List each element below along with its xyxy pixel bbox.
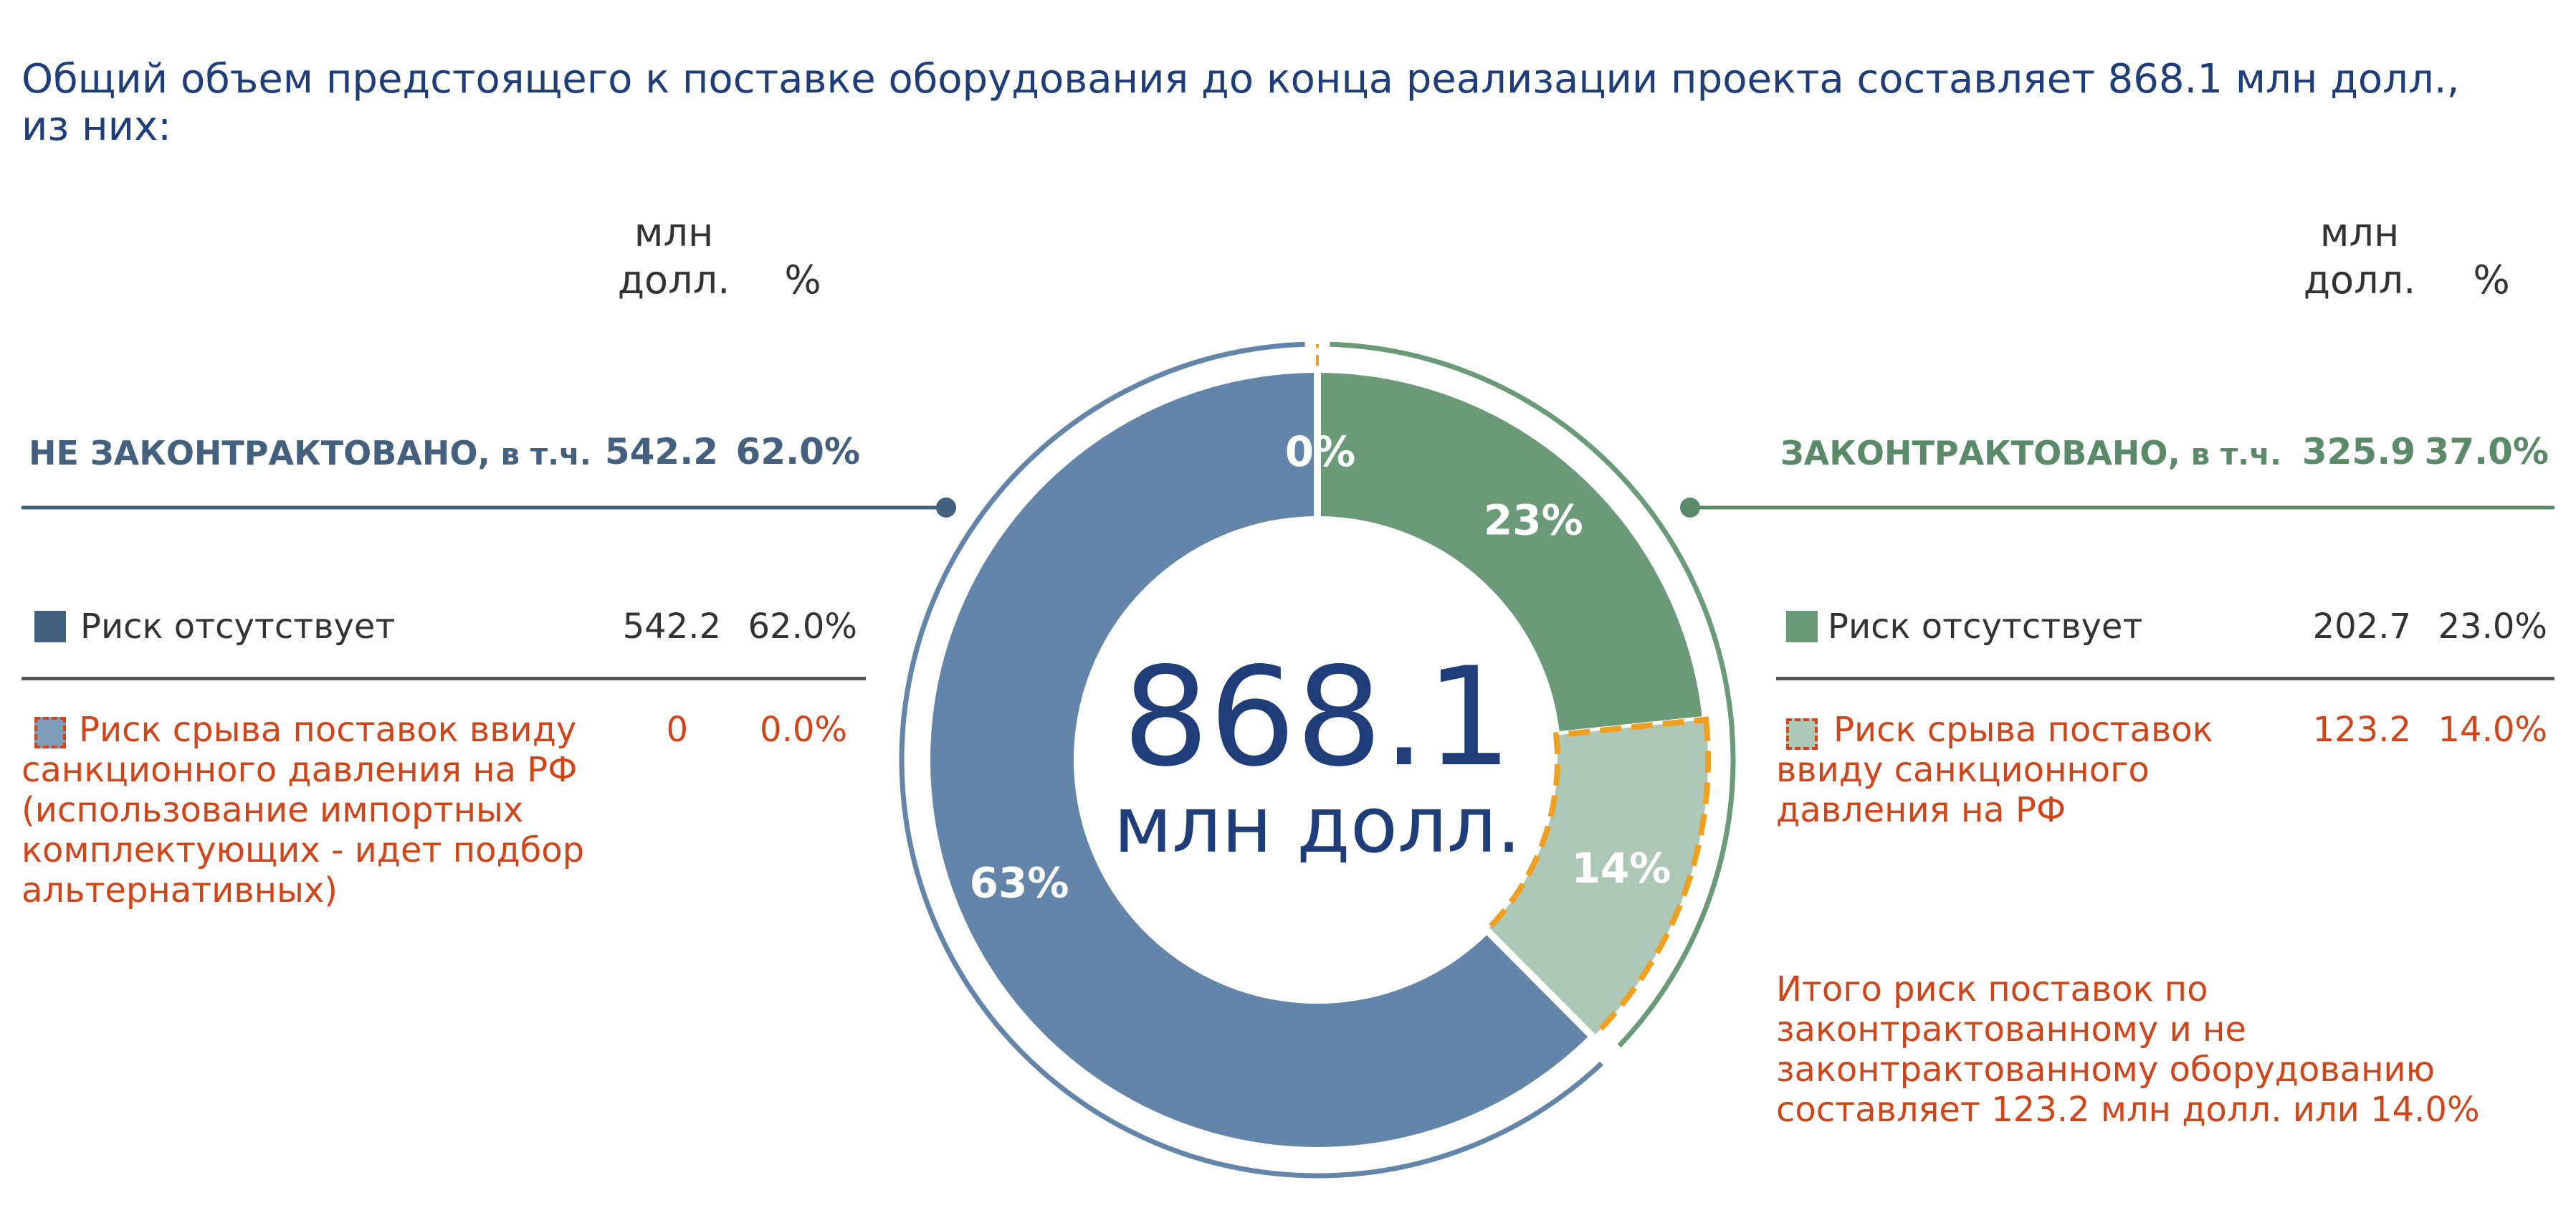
left-percent-column-header: %	[784, 257, 821, 303]
left-risk-label: Риск срыва поставок ввиду санкционного д…	[22, 710, 585, 910]
right-percent-column-header: %	[2473, 257, 2510, 303]
right-no-risk-label: Риск отсутствует	[1828, 607, 2143, 647]
contracted-percent: 37.0%	[2424, 431, 2549, 472]
donut-slice-3	[922, 365, 1598, 1154]
contracted-header: ЗАКОНТРАКТОВАНО, в т.ч.	[1780, 432, 2281, 476]
not-contracted-value: 542.2	[604, 431, 718, 472]
slice-label-1: 23%	[1484, 496, 1583, 545]
slice-label-2: 14%	[1571, 844, 1671, 893]
outer-arc-contracted	[1330, 341, 1736, 1048]
donut-slice-2	[1482, 716, 1711, 1042]
left-no-risk-percent: 62.0%	[748, 607, 857, 647]
not-contracted-percent: 62.0%	[735, 431, 860, 472]
contracted-label-suffix: в т.ч.	[2180, 437, 2281, 472]
left-risk-swatch	[34, 717, 66, 748]
left-no-risk-swatch	[34, 611, 66, 642]
donut-slice-1	[1314, 365, 1710, 739]
right-no-risk-value: 202.7	[2312, 607, 2411, 647]
right-risk-swatch	[1786, 718, 1818, 750]
left-no-risk-label: Риск отсутствует	[80, 607, 396, 647]
total-risk-note: Итого риск поставок по законтрактованном…	[1776, 969, 2480, 1130]
left-risk-percent: 0.0%	[760, 710, 847, 750]
not-contracted-label-suffix: в т.ч.	[490, 437, 591, 472]
right-risk-label: Риск срыва поставок ввиду санкционного д…	[1776, 710, 2213, 830]
right-row-divider	[1776, 677, 2554, 680]
slice-label-3: 63%	[970, 859, 1069, 908]
not-contracted-header: НЕ ЗАКОНТРАКТОВАНО, в т.ч.	[29, 432, 591, 476]
left-no-risk-value: 542.2	[622, 607, 721, 647]
center-total-value: 868.1	[1122, 638, 1512, 796]
right-no-risk-swatch	[1786, 611, 1818, 642]
contracted-value: 325.9	[2301, 431, 2415, 472]
right-risk-value: 123.2	[2312, 710, 2411, 750]
slice-label-0: 0%	[1285, 427, 1355, 476]
left-connector-dot	[936, 498, 956, 518]
right-connector-dot	[1680, 498, 1700, 518]
center-total-unit: млн долл.	[1114, 781, 1522, 870]
contracted-label: ЗАКОНТРАКТОВАНО,	[1780, 434, 2180, 472]
left-amount-column-header: млн долл.	[617, 210, 730, 303]
page-title: Общий объем предстоящего к поставке обор…	[22, 56, 2460, 150]
not-contracted-label: НЕ ЗАКОНТРАКТОВАНО,	[29, 434, 490, 472]
right-amount-column-header: млн долл.	[2303, 210, 2416, 303]
right-no-risk-percent: 23.0%	[2438, 607, 2547, 647]
outer-arc-not-contracted	[899, 341, 1603, 1179]
left-row-divider	[22, 677, 866, 680]
right-risk-percent: 14.0%	[2438, 710, 2547, 750]
left-risk-value: 0	[666, 710, 688, 750]
